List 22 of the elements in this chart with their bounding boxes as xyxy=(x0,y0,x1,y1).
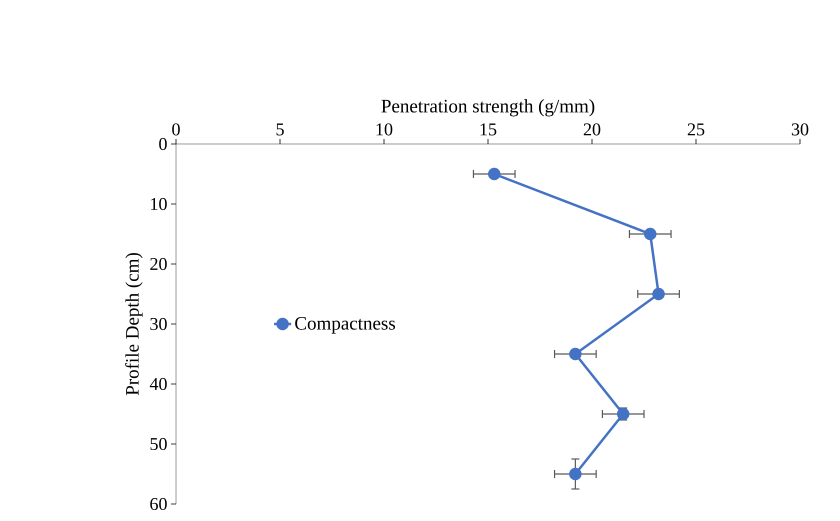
x-tick-label: 15 xyxy=(480,123,496,136)
point xyxy=(488,168,500,180)
y-tick-label: 0 xyxy=(159,138,167,150)
x-tick-label: 30 xyxy=(792,123,808,136)
point xyxy=(569,348,582,360)
x-tick-label: 20 xyxy=(584,123,600,136)
y-tick-label: 30 xyxy=(150,318,167,330)
y-axis-title: Profile Depth (cm) xyxy=(125,253,143,396)
y-tick-label: 40 xyxy=(150,378,167,390)
y-tick-label: 50 xyxy=(150,438,167,450)
point xyxy=(569,468,582,480)
y-tick-label: 20 xyxy=(150,258,167,270)
legend-label: Compactness xyxy=(295,316,396,334)
x-tick-label: 0 xyxy=(172,123,180,136)
y-tick-label: 60 xyxy=(150,498,167,510)
y-tick-label: 10 xyxy=(151,198,167,210)
point xyxy=(644,228,656,240)
x-tick-label: 25 xyxy=(688,123,704,136)
x-tick-label: 5 xyxy=(276,123,284,136)
point xyxy=(652,288,665,300)
x-axis-title: Penetration strength (g/mm) xyxy=(381,99,594,116)
x-tick-label: 10 xyxy=(376,123,392,136)
